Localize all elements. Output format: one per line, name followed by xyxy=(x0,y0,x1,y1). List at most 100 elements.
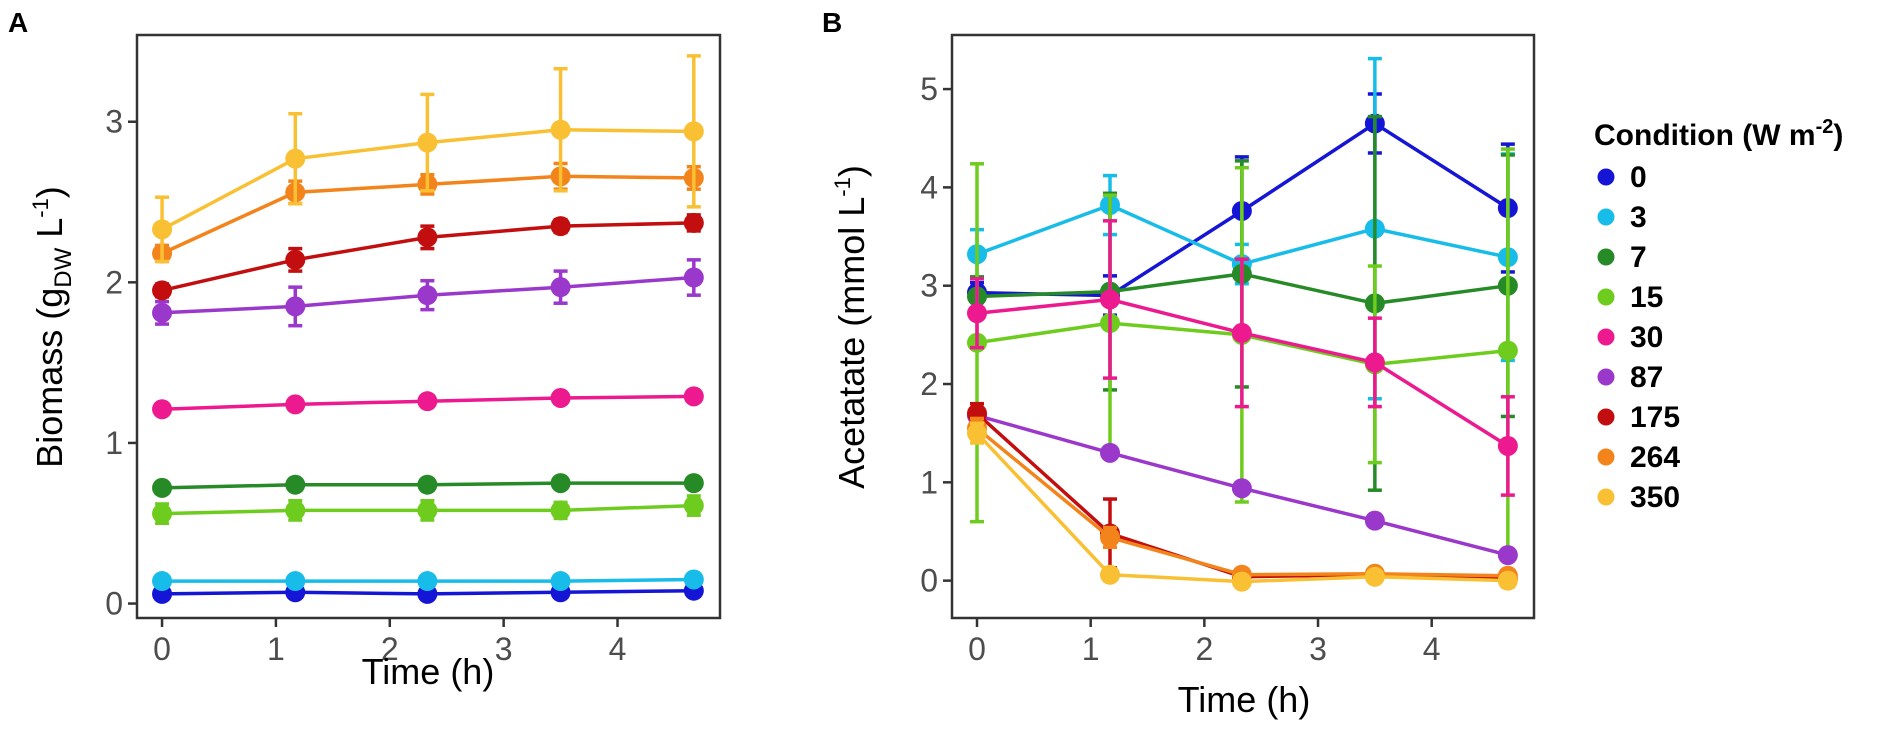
panel-b-data-point xyxy=(1497,340,1518,361)
panel-a-data-point xyxy=(417,391,438,412)
legend-swatch xyxy=(1597,448,1615,466)
panel-a-label: A xyxy=(8,7,28,38)
panel-b-x-tick-label: 4 xyxy=(1423,631,1441,667)
panel-a-y-title-main: Biomass (g xyxy=(29,288,70,468)
panel-b-y-ticks: 0 1 2 3 4 5 xyxy=(920,71,952,599)
panel-a-series-87 xyxy=(152,258,704,328)
panel-a-series-350 xyxy=(152,54,704,264)
legend-label: 175 xyxy=(1630,401,1680,434)
panel-b-data-point xyxy=(1100,564,1121,585)
panel-a-data-point xyxy=(417,474,438,495)
legend-swatch xyxy=(1597,288,1615,306)
panel-b-x-tick-label: 3 xyxy=(1309,631,1327,667)
panel-a-plot-border xyxy=(135,33,722,620)
legend-item-3: 3 xyxy=(1597,201,1647,234)
legend-swatch xyxy=(1597,328,1615,346)
panel-a-data-point xyxy=(683,495,704,516)
panel-a-data-point xyxy=(683,212,704,233)
panel-a-data-point xyxy=(417,285,438,306)
panel-a-y-title-end: ) xyxy=(29,186,70,198)
legend-item-7: 7 xyxy=(1597,241,1647,274)
panel-b: B 0 1 2 3 4 5 0 1 2 3 4 Time (h) Acetatate (mmol … xyxy=(822,7,1536,720)
panel-b-y-tick-label: 0 xyxy=(920,563,938,599)
panel-a-data-point xyxy=(285,148,306,169)
legend-label: 264 xyxy=(1630,441,1680,474)
panel-a-series-30 xyxy=(152,386,704,420)
panel-a-series-3 xyxy=(152,569,704,592)
legend: Condition (W m-2) 0 3 7 15 30 87 175 264 350 xyxy=(1594,116,1843,514)
panel-b-data-point xyxy=(967,423,988,444)
panel-a-data-point xyxy=(550,216,571,237)
panel-b-x-tick-label: 2 xyxy=(1195,631,1213,667)
panel-b-series-30 xyxy=(967,219,1518,497)
panel-a-data-point xyxy=(152,219,173,240)
legend-item-350: 350 xyxy=(1597,481,1680,514)
panel-a-data-point xyxy=(550,500,571,521)
panel-a-series-7 xyxy=(152,473,704,498)
panel-b-x-tick-label: 0 xyxy=(968,631,986,667)
panel-a: A 0 1 2 3 0 1 2 3 4 Time (h) Biomass (gDW L-1) xyxy=(8,7,722,692)
panel-b-series-350 xyxy=(967,421,1518,592)
panel-b-data-point xyxy=(1364,510,1385,531)
panel-a-data-point xyxy=(285,500,306,521)
legend-label: 30 xyxy=(1630,321,1663,354)
panel-a-data-point xyxy=(550,571,571,592)
panel-a-y-title-sup: -1 xyxy=(28,198,53,218)
panel-b-series xyxy=(967,56,1518,592)
panel-b-y-tick-label: 4 xyxy=(920,169,938,205)
legend-swatch xyxy=(1597,248,1615,266)
panel-b-y-tick-label: 2 xyxy=(920,366,938,402)
panel-a-data-point xyxy=(152,302,173,323)
legend-swatch xyxy=(1597,368,1615,386)
panel-a-x-tick-label: 3 xyxy=(495,631,513,667)
panel-a-data-point xyxy=(683,569,704,590)
legend-label: 15 xyxy=(1630,281,1663,314)
legend-label: 0 xyxy=(1630,161,1647,194)
legend-item-0: 0 xyxy=(1597,161,1647,194)
legend-item-15: 15 xyxy=(1597,281,1663,314)
panel-a-data-point xyxy=(152,503,173,524)
panel-a-y-axis-title: Biomass (gDW L-1) xyxy=(28,186,77,468)
panel-a-series-15 xyxy=(152,494,704,525)
panel-b-y-title-end: ) xyxy=(831,165,872,177)
panel-b-data-point xyxy=(1100,442,1121,463)
panel-b-data-point xyxy=(1364,352,1385,373)
legend-label: 3 xyxy=(1630,201,1647,234)
panel-a-x-ticks: 0 1 2 3 4 xyxy=(153,618,626,667)
panel-a-y-tick-label: 3 xyxy=(105,104,123,140)
panel-a-y-tick-label: 2 xyxy=(105,264,123,300)
panel-a-y-tick-label: 0 xyxy=(105,586,123,622)
panel-a-series xyxy=(152,54,704,604)
panel-a-data-point xyxy=(417,227,438,248)
panel-a-data-point xyxy=(285,249,306,270)
panel-b-y-tick-label: 3 xyxy=(920,268,938,304)
legend-title-sup: -2 xyxy=(1816,116,1834,138)
legend-swatch xyxy=(1597,208,1615,226)
legend-label: 7 xyxy=(1630,241,1647,274)
legend-title: Condition (W m-2) xyxy=(1594,116,1843,152)
legend-title-main: Condition (W m xyxy=(1594,119,1816,152)
legend-swatch xyxy=(1597,488,1615,506)
legend-items: 0 3 7 15 30 87 175 264 350 xyxy=(1597,161,1680,514)
panel-a-data-point xyxy=(683,121,704,142)
panel-a-x-axis-title: Time (h) xyxy=(362,651,495,692)
panel-b-x-axis-title: Time (h) xyxy=(1178,679,1311,720)
panel-b-data-point xyxy=(1231,571,1252,592)
panel-a-data-point xyxy=(152,477,173,498)
legend-item-264: 264 xyxy=(1597,441,1680,474)
panel-a-data-point xyxy=(550,119,571,140)
panel-b-y-axis-title: Acetatate (mmol L-1) xyxy=(830,165,872,489)
panel-b-data-point xyxy=(1100,289,1121,310)
panel-b-data-point xyxy=(1231,478,1252,499)
panel-b-data-point xyxy=(1100,527,1121,548)
panel-a-series-175 xyxy=(152,212,704,301)
panel-b-y-tick-label: 5 xyxy=(920,71,938,107)
panel-a-x-tick-label: 1 xyxy=(267,631,285,667)
panel-b-y-tick-label: 1 xyxy=(920,464,938,500)
panel-b-y-title-main: Acetatate (mmol L xyxy=(831,197,872,489)
panel-a-data-point xyxy=(285,394,306,415)
panel-a-data-point xyxy=(683,267,704,288)
panel-a-data-point xyxy=(550,277,571,298)
panel-b-plot-border xyxy=(950,33,1536,620)
